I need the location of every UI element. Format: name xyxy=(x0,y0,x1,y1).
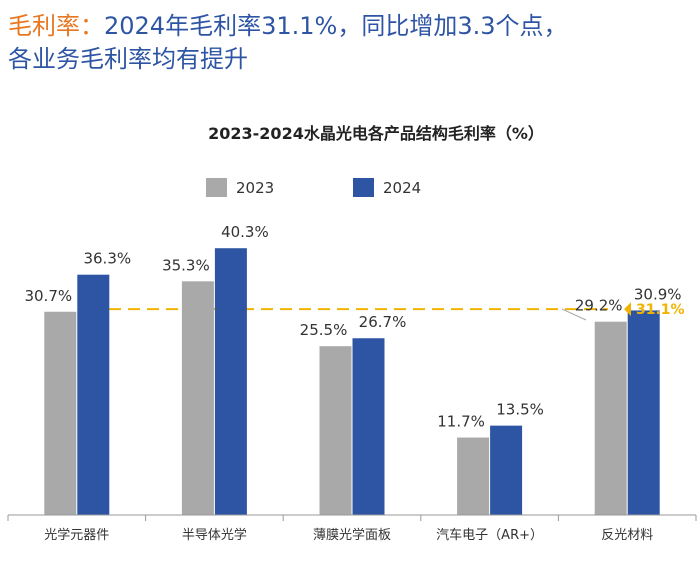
value-label-2023-2: 25.5% xyxy=(300,321,348,339)
legend-swatch-2023 xyxy=(206,178,227,197)
headline-line-2: 各业务毛利率均有提升 xyxy=(8,45,248,73)
bar-2023-3 xyxy=(457,437,490,515)
value-label-2023-3: 11.7% xyxy=(437,413,485,431)
value-label-2024-3: 13.5% xyxy=(496,401,544,419)
bar-2023-0 xyxy=(44,311,77,515)
category-label-4: 反光材料 xyxy=(601,528,653,543)
value-label-2023-4: 29.2% xyxy=(575,297,623,315)
bar-2024-2 xyxy=(352,338,385,515)
bar-2024-3 xyxy=(490,425,523,515)
value-label-2024-2: 26.7% xyxy=(359,313,407,331)
bar-2023-4 xyxy=(594,321,627,515)
legend-swatch-2024 xyxy=(353,178,374,197)
bar-2023-1 xyxy=(181,281,214,515)
bar-2024-0 xyxy=(77,274,110,515)
headline-accent: 毛利率： xyxy=(8,12,104,40)
value-label-2023-0: 30.7% xyxy=(24,287,72,305)
value-label-2023-1: 35.3% xyxy=(162,256,210,274)
value-label-2024-0: 36.3% xyxy=(83,250,131,268)
value-label-2024-4: 30.9% xyxy=(634,285,682,303)
label-leader-line xyxy=(561,308,587,321)
headline: 毛利率：2024年毛利率31.1%，同比增加3.3个点， 各业务毛利率均有提升 xyxy=(8,10,698,76)
category-label-3: 汽车电子（AR+） xyxy=(436,527,543,543)
legend-label-2023: 2023 xyxy=(236,179,274,197)
legend-label-2024: 2024 xyxy=(383,179,421,197)
category-label-2: 薄膜光学面板 xyxy=(313,527,391,543)
bar-2024-4 xyxy=(627,310,660,515)
headline-line-1: 毛利率：2024年毛利率31.1%，同比增加3.3个点， xyxy=(8,10,698,43)
plot-area: 30.7% 36.3% 光学元器件 35.3% 40.3% 半导体光学 25.5% 26.7%… xyxy=(7,223,697,543)
reference-label: 31.1% xyxy=(636,302,685,318)
category-label-0: 光学元器件 xyxy=(44,527,109,543)
category-label-1: 半导体光学 xyxy=(182,527,247,543)
bar-2024-1 xyxy=(214,248,247,516)
value-label-2024-1: 40.3% xyxy=(221,223,269,241)
bar-2023-2 xyxy=(319,346,352,515)
chart-title: 2023-2024水晶光电各产品结构毛利率（%） xyxy=(208,124,544,143)
reference-marker xyxy=(624,302,631,317)
headline-text-1: 2024年毛利率31.1%，同比增加3.3个点， xyxy=(104,12,568,40)
legend: 2023 2024 xyxy=(206,178,421,197)
